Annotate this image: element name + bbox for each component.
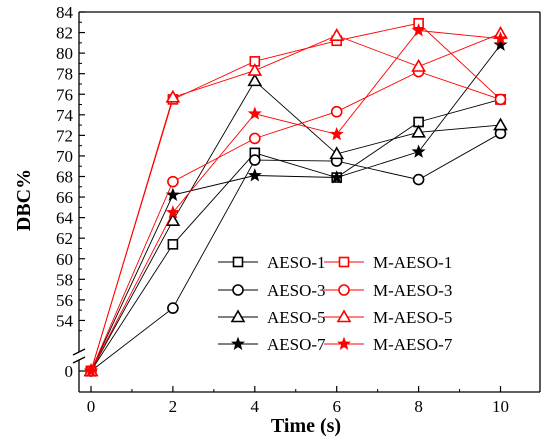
legend-label: AESO-5	[267, 308, 326, 327]
y-tick-label: 54	[56, 311, 74, 330]
legend-label: M-AESO-7	[373, 335, 453, 354]
legend-item: M-AESO-1	[324, 253, 452, 272]
y-tick-label: 74	[56, 106, 74, 125]
y-axis-title: DBC%	[13, 169, 35, 231]
legend-marker	[338, 284, 350, 296]
legend-item: M-AESO-3	[324, 281, 452, 300]
data-point	[493, 37, 508, 51]
legend-item: AESO-1	[218, 253, 326, 272]
series-line	[90, 132, 501, 372]
legend-marker	[230, 309, 246, 323]
series-line	[90, 98, 501, 372]
data-point	[411, 144, 426, 158]
data-point	[329, 146, 345, 160]
legend-item: M-AESO-5	[324, 308, 452, 327]
x-tick-label: 6	[332, 397, 341, 416]
series-m-aeso-3	[85, 65, 507, 377]
data-point	[329, 126, 344, 141]
series-line	[90, 22, 501, 372]
axis-break-mark-2	[72, 356, 86, 364]
legend-label: AESO-1	[267, 253, 326, 272]
y-tick-label: 64	[56, 209, 74, 228]
data-point	[411, 23, 426, 37]
data-point	[494, 93, 507, 106]
data-point	[330, 105, 343, 118]
y-tick-label: 58	[56, 270, 73, 289]
y-tick-label: 84	[56, 3, 74, 22]
legend-item: AESO-5	[218, 308, 326, 327]
y-tick-label: 72	[56, 126, 73, 145]
data-point	[329, 170, 344, 184]
y-tick-label: 66	[56, 188, 73, 207]
legend-label: AESO-3	[267, 281, 326, 300]
data-point	[167, 239, 179, 250]
y-tick-label: 0	[65, 362, 74, 381]
data-point	[493, 117, 508, 131]
legend-marker	[232, 284, 244, 296]
data-point	[165, 187, 180, 202]
legend-marker	[230, 336, 246, 351]
data-point	[329, 28, 345, 41]
legend-marker	[232, 256, 244, 268]
axis-break-mark-1	[72, 348, 86, 356]
legend-label: M-AESO-5	[373, 308, 452, 327]
data-point	[165, 213, 181, 227]
data-point	[247, 62, 263, 76]
y-tick-label: 56	[56, 291, 73, 310]
y-tick-label: 68	[56, 168, 73, 187]
series-line	[90, 80, 501, 372]
legend-marker	[336, 336, 352, 351]
legend-item: M-AESO-7	[324, 335, 453, 354]
data-point	[493, 31, 508, 45]
series-m-aeso-7	[83, 23, 508, 378]
legend-item: AESO-3	[218, 281, 326, 300]
data-point	[165, 89, 181, 103]
data-point	[247, 73, 263, 87]
data-point	[249, 154, 261, 166]
legend-label: M-AESO-1	[373, 253, 452, 272]
legend-marker	[336, 309, 352, 323]
data-point	[247, 106, 262, 120]
data-point	[167, 175, 179, 188]
series-line	[90, 33, 501, 372]
data-point	[412, 173, 425, 186]
x-tick-label: 0	[87, 397, 96, 416]
data-point	[83, 363, 99, 378]
series-line	[90, 30, 501, 372]
y-tick-label: 80	[56, 44, 73, 63]
y-tick-label: 70	[56, 147, 73, 166]
data-point	[167, 302, 179, 314]
y-tick-label: 78	[56, 65, 73, 84]
y-tick-label: 76	[56, 85, 73, 104]
y-tick-label: 62	[56, 229, 73, 248]
series-line	[90, 71, 501, 372]
y-tick-label: 60	[56, 250, 73, 269]
legend-item: AESO-7	[218, 335, 326, 354]
data-point	[249, 132, 261, 145]
data-point	[411, 58, 426, 72]
y-tick-label: 82	[56, 24, 73, 43]
x-tick-label: 4	[251, 397, 260, 416]
x-tick-label: 10	[492, 397, 509, 416]
legend-marker	[338, 256, 350, 268]
legend-label: AESO-7	[267, 335, 326, 354]
data-point	[247, 168, 262, 182]
legend-label: M-AESO-3	[373, 281, 452, 300]
series-aeso-5	[83, 73, 508, 377]
x-tick-label: 2	[169, 397, 178, 416]
data-point	[411, 124, 426, 138]
x-tick-label: 8	[414, 397, 423, 416]
x-axis-title: Time (s)	[271, 415, 341, 437]
data-point	[165, 205, 180, 219]
series-line	[90, 44, 501, 372]
